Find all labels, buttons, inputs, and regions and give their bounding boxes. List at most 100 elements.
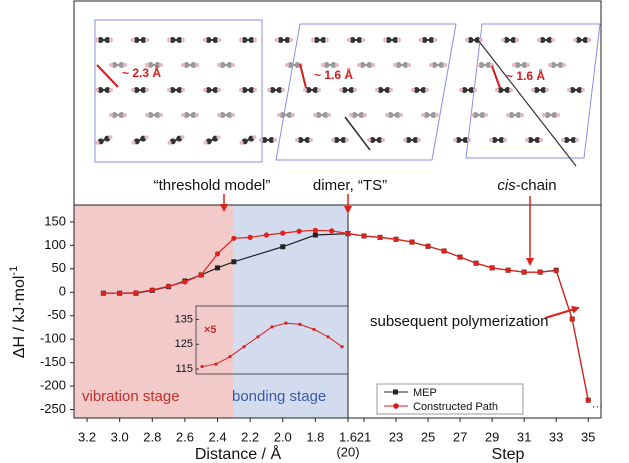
inset-point	[312, 328, 315, 331]
atom	[476, 63, 480, 67]
point	[150, 287, 155, 292]
atom	[453, 138, 457, 142]
x-tick-label: 3.0	[111, 429, 129, 444]
atom	[277, 113, 281, 117]
atom	[353, 88, 357, 92]
point	[586, 398, 591, 403]
atom	[311, 38, 315, 42]
atom	[526, 63, 530, 67]
atom	[556, 113, 560, 117]
inset-annotation: ×5	[204, 324, 217, 336]
point	[538, 269, 543, 274]
point	[215, 265, 220, 270]
y-tick-label: -200	[40, 378, 66, 393]
atom	[525, 138, 529, 142]
atom	[371, 63, 375, 67]
atom	[417, 138, 421, 142]
point	[393, 237, 398, 242]
top-frame	[74, 1, 601, 205]
point	[248, 235, 253, 240]
atom	[575, 138, 579, 142]
arrow	[545, 308, 578, 318]
x-axis-label: Step	[492, 446, 525, 463]
atom	[144, 135, 148, 139]
atom	[216, 135, 220, 139]
y-label-text: ΔH / kJ·mol	[11, 276, 28, 359]
atom	[181, 88, 185, 92]
point	[280, 244, 285, 249]
y-tick-label: -250	[40, 401, 66, 416]
atom	[131, 88, 135, 92]
y-tick-label: -100	[40, 331, 66, 346]
point	[182, 279, 187, 284]
atom	[465, 38, 469, 42]
atom	[443, 63, 447, 67]
atom	[581, 88, 585, 92]
atom	[470, 113, 474, 117]
point	[215, 251, 220, 256]
atom	[231, 63, 235, 67]
atom	[253, 88, 257, 92]
atom	[520, 113, 524, 117]
x-tick-label: 2.6	[176, 429, 194, 444]
atom	[145, 38, 149, 42]
atom	[109, 38, 113, 42]
y-tick-label: 0	[59, 284, 66, 299]
atom	[267, 88, 271, 92]
atom	[515, 38, 519, 42]
point	[425, 244, 430, 249]
legend-label: MEP	[413, 387, 437, 399]
inset-point	[242, 345, 245, 348]
atom	[587, 38, 591, 42]
point	[570, 316, 575, 321]
atom	[259, 138, 263, 142]
structure-caption: “threshold model”	[154, 177, 271, 194]
point	[554, 268, 559, 273]
legend-marker	[393, 403, 399, 409]
structure-bonds	[97, 40, 576, 166]
atom	[275, 38, 279, 42]
atom	[539, 138, 543, 142]
atom	[573, 38, 577, 42]
atom	[95, 88, 99, 92]
atom	[123, 113, 127, 117]
atom	[239, 88, 243, 92]
x-tick-label: 2.8	[143, 429, 161, 444]
distance-label: ~ 1.6 Å	[314, 67, 353, 82]
atom	[421, 113, 425, 117]
atom	[167, 38, 171, 42]
y-tick-label: -50	[47, 307, 66, 322]
x-axis-label: Distance / Å	[195, 444, 282, 463]
annotation: vibration stage	[82, 388, 180, 405]
atom	[181, 113, 185, 117]
inset-point	[326, 335, 329, 338]
atom	[325, 38, 329, 42]
atom	[309, 138, 313, 142]
atom	[167, 88, 171, 92]
atom	[253, 38, 257, 42]
atom	[429, 63, 433, 67]
inset-point	[298, 323, 301, 326]
inset-point	[284, 322, 287, 325]
atom	[168, 141, 172, 145]
point	[264, 232, 269, 237]
point	[361, 233, 366, 238]
atom	[203, 38, 207, 42]
inset-tick-label: 125	[175, 338, 193, 350]
point	[490, 265, 495, 270]
atom	[385, 113, 389, 117]
atom	[506, 113, 510, 117]
atom	[289, 38, 293, 42]
point	[199, 272, 204, 277]
point	[133, 290, 138, 295]
atom	[317, 88, 321, 92]
legend: MEP Constructed Path	[377, 384, 523, 414]
atom	[512, 63, 516, 67]
distance-label: ~ 1.6 Å	[506, 68, 545, 83]
atom	[345, 138, 349, 142]
x-tick-label: 1.8	[306, 429, 324, 444]
atom	[321, 63, 325, 67]
point	[296, 229, 301, 234]
point	[457, 254, 462, 259]
atom	[397, 38, 401, 42]
